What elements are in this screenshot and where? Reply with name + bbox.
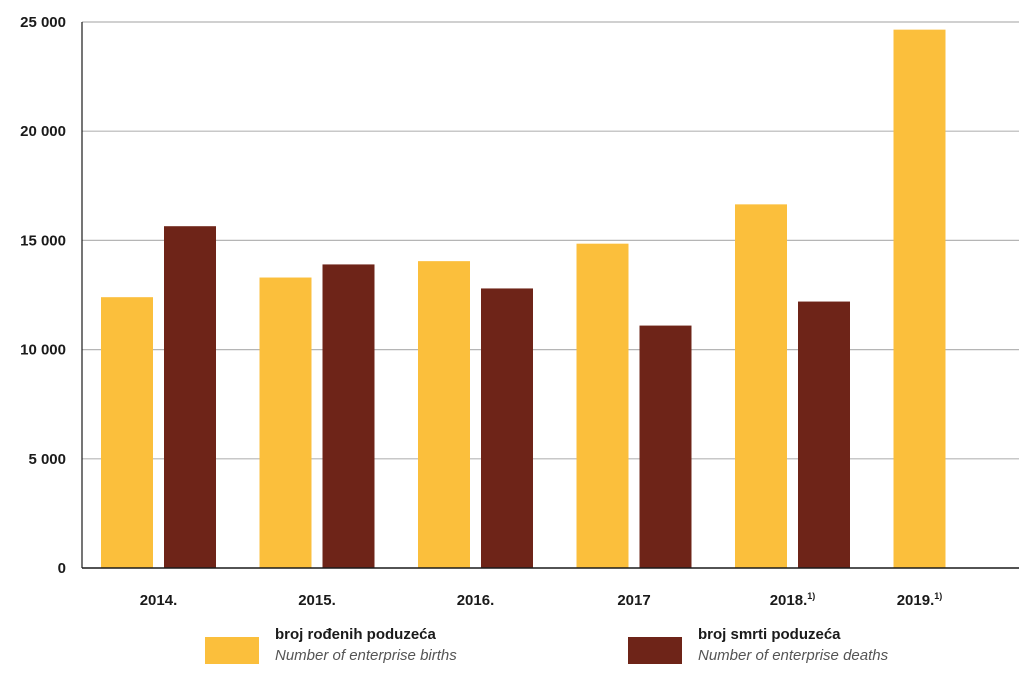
y-tick-label: 20 000 [20,123,66,140]
bar-deaths [481,288,533,568]
bar-deaths [164,226,216,569]
y-tick-label: 10 000 [20,342,66,359]
bar-births [576,243,629,568]
bar-births [893,29,946,569]
bar-deaths [798,301,850,568]
footnote-marker: 1) [934,591,942,601]
legend-label-births: broj rođenih poduzeća [275,626,436,643]
x-tick-label: 2015. [298,592,336,609]
bar-births [418,261,470,568]
bar-deaths [639,325,692,568]
legend-item-deaths: broj smrti poduzeća Number of enterprise… [628,625,888,667]
footnote-marker: 1) [807,591,815,601]
x-tick-label: 2019.1) [897,591,943,609]
legend-swatch-births [205,637,259,664]
x-tick-label: 2017 [617,592,650,609]
legend-swatch-deaths [628,637,682,664]
legend-sublabel-deaths: Number of enterprise deaths [698,647,889,664]
y-tick-label: 5 000 [28,451,66,468]
bar-deaths [322,264,375,568]
legend-label-deaths: broj smrti poduzeća [698,626,841,643]
y-tick-label: 0 [58,560,66,577]
bar-births [259,277,312,568]
y-tick-label: 25 000 [20,14,66,31]
x-tick-label: 2016. [457,592,495,609]
x-tick-label: 2018.1) [770,591,816,609]
x-tick-label: 2014. [140,592,178,609]
legend-sublabel-births: Number of enterprise births [275,647,457,664]
y-tick-label: 15 000 [20,232,66,249]
bar-births [735,204,787,568]
bar-births [101,297,153,568]
legend-item-births: broj rođenih poduzeća Number of enterpri… [205,625,457,667]
